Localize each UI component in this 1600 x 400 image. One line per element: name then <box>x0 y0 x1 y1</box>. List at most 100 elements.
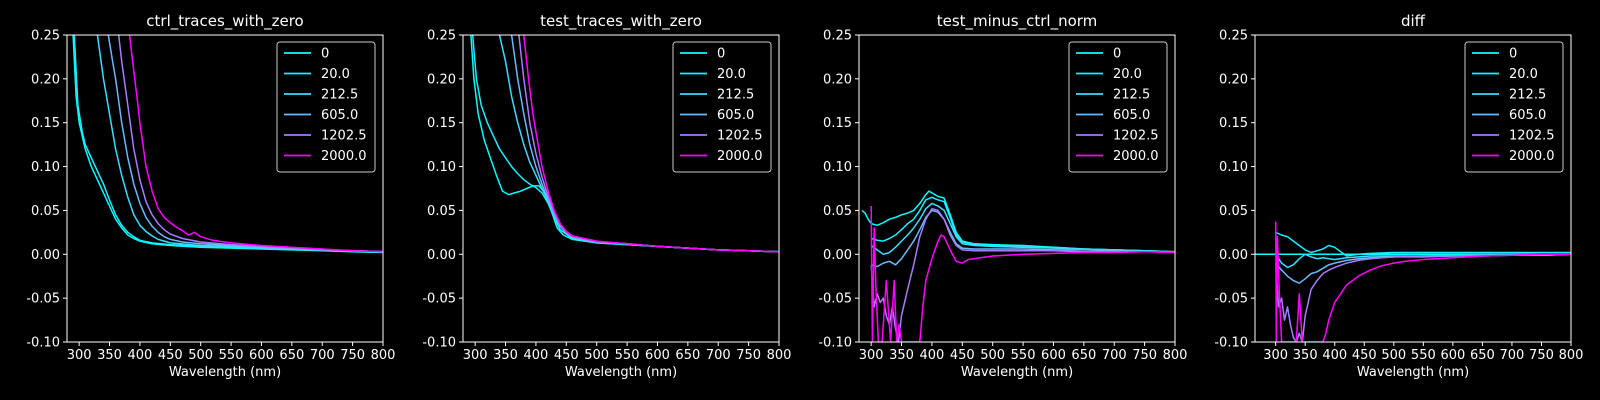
x-tick-label: 300 <box>67 348 92 363</box>
x-tick-label: 300 <box>859 348 884 363</box>
y-tick-label: 0.15 <box>823 116 852 131</box>
legend-box <box>1068 41 1168 173</box>
chart-panel-3: diff 300 350 400 450 500 550 600 650 700 750 800 -0.… <box>1214 12 1583 380</box>
x-tick-label: 700 <box>1500 348 1525 363</box>
x-tick-label: 700 <box>1102 348 1127 363</box>
y-tick-label: 0.15 <box>31 116 60 131</box>
x-axis-label: Wavelength (nm) <box>169 365 281 380</box>
y-tick-label: 0.20 <box>427 72 456 87</box>
x-tick-label: 550 <box>615 348 640 363</box>
series-group <box>72 35 383 254</box>
legend-label: 212.5 <box>1113 88 1150 103</box>
x-tick-label: 500 <box>584 348 609 363</box>
legend-label: 0 <box>1113 47 1121 62</box>
x-tick-label: 800 <box>767 348 792 363</box>
y-tick-label: -0.10 <box>422 336 456 351</box>
legend: 0 20.0 212.5 605.0 1202.5 2000.0 <box>276 41 376 173</box>
legend-label: 605.0 <box>717 108 754 123</box>
y-tick-label: 0.20 <box>1219 72 1248 87</box>
x-tick-label: 450 <box>554 348 579 363</box>
x-axis-label: Wavelength (nm) <box>961 365 1073 380</box>
series-group <box>470 35 779 253</box>
y-tick-label: 0.15 <box>1219 116 1248 131</box>
x-tick-label: 600 <box>1041 348 1066 363</box>
x-tick-label: 650 <box>1071 348 1096 363</box>
y-tick-label: 0.25 <box>823 29 852 44</box>
x-tick-label: 350 <box>97 348 122 363</box>
legend: 0 20.0 212.5 605.0 1202.5 2000.0 <box>672 41 772 173</box>
x-axis-label: Wavelength (nm) <box>1357 365 1469 380</box>
x-tick-label: 550 <box>1011 348 1036 363</box>
y-tick-label: -0.05 <box>818 292 852 307</box>
x-tick-label: 350 <box>1293 348 1318 363</box>
legend-label: 212.5 <box>1509 88 1546 103</box>
axes-frame <box>462 34 780 343</box>
legend-label: 1202.5 <box>1509 129 1555 144</box>
legend: 0 20.0 212.5 605.0 1202.5 2000.0 <box>1068 41 1168 173</box>
chart-title: ctrl_traces_with_zero <box>146 12 303 31</box>
legend-label: 212.5 <box>321 88 358 103</box>
y-tick-label: 0.20 <box>31 72 60 87</box>
x-tick-label: 650 <box>1470 348 1495 363</box>
series-line-605.0 <box>870 209 1175 268</box>
chart-panel-2: test_minus_ctrl_norm 300 350 400 450 500 550 60… <box>818 12 1187 380</box>
y-tick-label: -0.10 <box>818 336 852 351</box>
y-tick-label: 0.20 <box>823 72 852 87</box>
x-tick-label: 400 <box>128 348 153 363</box>
legend-label: 605.0 <box>1509 108 1546 123</box>
series-group <box>1255 221 1571 342</box>
x-tick-label: 750 <box>736 348 761 363</box>
x-tick-label: 500 <box>188 348 213 363</box>
series-group <box>861 190 1175 342</box>
x-tick-label: 750 <box>1529 348 1554 363</box>
legend-label: 605.0 <box>321 108 358 123</box>
x-tick-label: 450 <box>1352 348 1377 363</box>
series-line-605.0 <box>107 35 383 253</box>
y-tick-label: -0.05 <box>26 292 60 307</box>
series-line-0 <box>861 190 1175 253</box>
x-tick-label: 550 <box>219 348 244 363</box>
legend-label: 1202.5 <box>1113 129 1159 144</box>
chart-title: diff <box>1401 12 1426 30</box>
x-tick-label: 300 <box>1263 348 1288 363</box>
legend-label: 2000.0 <box>1509 149 1555 164</box>
legend-label: 212.5 <box>717 88 754 103</box>
y-tick-label: 0.00 <box>427 248 456 263</box>
y-tick-label: -0.10 <box>1214 336 1248 351</box>
x-axis-label: Wavelength (nm) <box>565 365 677 380</box>
series-line-1202.5 <box>1274 253 1571 342</box>
y-tick-label: 0.25 <box>427 29 456 44</box>
x-tick-label: 550 <box>1411 348 1436 363</box>
x-tick-label: 350 <box>493 348 518 363</box>
legend-label: 20.0 <box>717 67 746 82</box>
series-line-2000.0 <box>870 205 1175 342</box>
chart-title: test_minus_ctrl_norm <box>937 12 1098 31</box>
x-tick-label: 650 <box>675 348 700 363</box>
x-tick-label: 600 <box>1440 348 1465 363</box>
x-tick-label: 600 <box>645 348 670 363</box>
x-tick-label: 800 <box>1559 348 1584 363</box>
legend-label: 2000.0 <box>321 149 367 164</box>
series-line-2000.0 <box>1274 221 1571 342</box>
y-tick-label: -0.05 <box>1214 292 1248 307</box>
x-tick-label: 450 <box>158 348 183 363</box>
legend-label: 0 <box>717 47 725 62</box>
series-line-20.0 <box>1275 231 1571 257</box>
series-line-1202.5 <box>117 35 383 253</box>
x-tick-label: 400 <box>920 348 945 363</box>
x-tick-label: 450 <box>950 348 975 363</box>
legend-box <box>276 41 376 173</box>
x-tick-label: 650 <box>279 348 304 363</box>
x-tick-label: 600 <box>249 348 274 363</box>
x-tick-label: 750 <box>1132 348 1157 363</box>
y-tick-label: 0.05 <box>1219 204 1248 219</box>
x-tick-label: 700 <box>706 348 731 363</box>
legend-label: 20.0 <box>1509 67 1538 82</box>
y-tick-label: 0.05 <box>427 204 456 219</box>
y-tick-label: 0.05 <box>31 204 60 219</box>
y-tick-label: 0.10 <box>427 160 456 175</box>
series-line-0 <box>72 35 383 254</box>
y-tick-label: 0.10 <box>823 160 852 175</box>
legend-label: 2000.0 <box>717 149 763 164</box>
